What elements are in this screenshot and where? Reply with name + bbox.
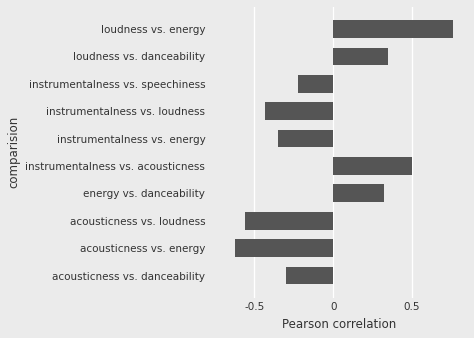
- Bar: [299, 75, 333, 93]
- Bar: [245, 212, 333, 230]
- Bar: [333, 48, 388, 65]
- Bar: [333, 157, 412, 175]
- X-axis label: Pearson correlation: Pearson correlation: [282, 318, 396, 331]
- Bar: [333, 20, 453, 38]
- Bar: [286, 267, 333, 284]
- Bar: [333, 185, 383, 202]
- Bar: [236, 239, 333, 257]
- Bar: [278, 130, 333, 147]
- Bar: [265, 102, 333, 120]
- Y-axis label: comparision: comparision: [7, 116, 20, 188]
